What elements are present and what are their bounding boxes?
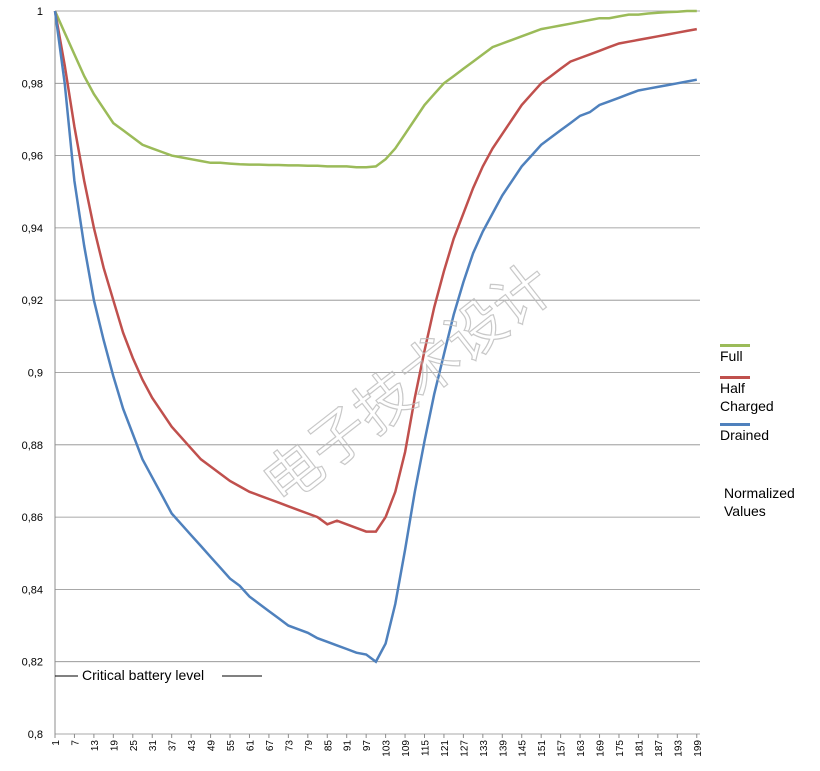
x-tick-label: 115 (420, 740, 431, 756)
legend-item: Drained (720, 415, 790, 444)
x-tick-label: 97 (362, 740, 373, 752)
x-tick-label: 91 (343, 740, 354, 752)
x-tick-label: 181 (634, 740, 645, 757)
series-line (53, 9, 697, 169)
x-tick-label: 151 (537, 740, 548, 757)
x-tick-label: 31 (148, 740, 159, 752)
x-tick-label: 37 (168, 740, 179, 752)
legend-label: Drained (720, 427, 770, 443)
y-tick-label: 0,86 (22, 512, 43, 524)
x-tick-label: 25 (129, 740, 140, 752)
x-tick-label: 175 (615, 740, 626, 757)
x-tick-label: 85 (323, 740, 334, 752)
x-tick-label: 7 (70, 740, 81, 746)
y-tick-label: 0,96 (22, 151, 43, 163)
y-tick-label: 0,92 (22, 295, 43, 307)
annotation: Critical battery level (82, 667, 204, 683)
x-tick-label: 79 (304, 740, 315, 752)
y-tick-label: 0,8 (28, 729, 43, 741)
x-tick-label: 49 (207, 740, 218, 752)
watermark: 电子技术设计 (251, 252, 565, 517)
x-tick-label: 67 (265, 740, 276, 752)
x-tick-label: 139 (498, 740, 509, 757)
y-tick-label: 0,94 (22, 223, 43, 235)
series-line (53, 10, 698, 533)
axes: 0,80,820,840,860,880,90,920,940,960,9811… (22, 6, 704, 757)
legend-item: Full (720, 336, 790, 365)
x-tick-label: 61 (245, 740, 256, 752)
legend-swatch (720, 344, 750, 347)
x-tick-label: 133 (479, 740, 490, 757)
x-tick-label: 127 (459, 740, 470, 757)
y-tick-label: 1 (37, 6, 43, 18)
x-tick-label: 163 (576, 740, 587, 757)
x-tick-label: 145 (518, 740, 529, 757)
y-tick-label: 0,98 (22, 78, 43, 90)
x-tick-label: 55 (226, 740, 237, 752)
y-tick-label: 0,82 (22, 657, 43, 669)
x-tick-label: 73 (284, 740, 295, 752)
x-tick-label: 13 (90, 740, 101, 752)
series-line (53, 10, 698, 664)
x-tick-label: 103 (382, 740, 393, 757)
x-tick-label: 109 (401, 740, 412, 757)
x-tick-label: 169 (596, 740, 607, 757)
y-tick-label: 0,88 (22, 440, 43, 452)
y-tick-label: 0,84 (22, 584, 43, 596)
legend-swatch (720, 376, 750, 379)
x-tick-label: 121 (440, 740, 451, 757)
x-tick-label: 187 (654, 740, 665, 757)
legend-swatch (720, 423, 750, 426)
legend-title: Normalized Values (724, 485, 795, 519)
x-tick-label: 43 (187, 740, 198, 752)
y-tick-label: 0,9 (28, 368, 43, 380)
x-tick-label: 157 (557, 740, 568, 757)
x-tick-label: 193 (673, 740, 684, 757)
x-tick-label: 199 (693, 740, 704, 757)
legend-label: Full (720, 348, 743, 364)
legend-label: Half Charged (720, 380, 774, 414)
x-tick-label: 1 (51, 740, 62, 746)
legend-item: Half Charged (720, 368, 790, 415)
x-tick-label: 19 (109, 740, 120, 752)
